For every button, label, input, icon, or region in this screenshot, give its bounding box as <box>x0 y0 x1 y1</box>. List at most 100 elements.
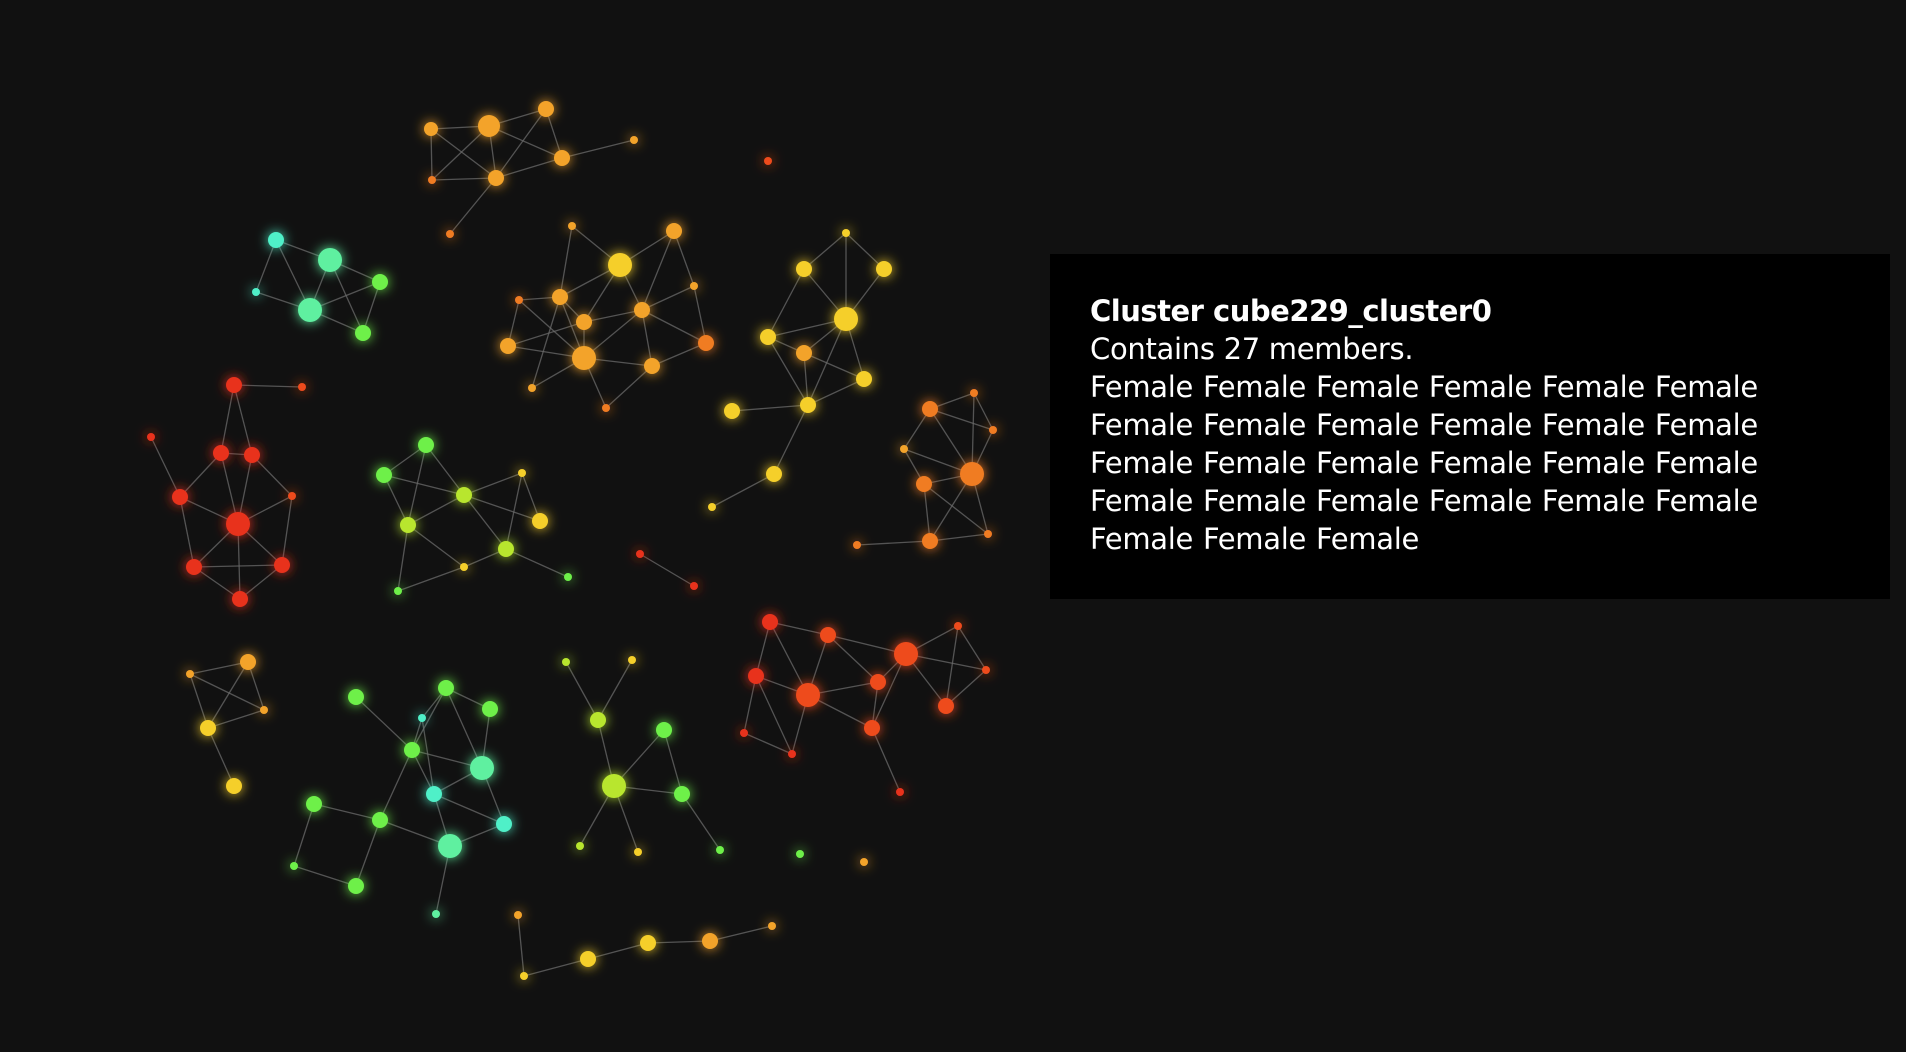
graph-node[interactable] <box>572 346 596 370</box>
graph-node[interactable] <box>538 101 554 117</box>
graph-node[interactable] <box>200 720 216 736</box>
graph-node[interactable] <box>864 720 880 736</box>
graph-node[interactable] <box>938 698 954 714</box>
graph-node[interactable] <box>348 689 364 705</box>
graph-node[interactable] <box>394 587 402 595</box>
graph-node[interactable] <box>800 397 816 413</box>
graph-node[interactable] <box>989 426 997 434</box>
graph-node[interactable] <box>894 642 918 666</box>
graph-node[interactable] <box>226 377 242 393</box>
graph-node[interactable] <box>288 492 296 500</box>
graph-node[interactable] <box>562 658 570 666</box>
graph-node[interactable] <box>428 176 436 184</box>
graph-node[interactable] <box>576 842 584 850</box>
graph-node[interactable] <box>372 812 388 828</box>
graph-node[interactable] <box>876 261 892 277</box>
graph-node[interactable] <box>580 951 596 967</box>
graph-node[interactable] <box>796 345 812 361</box>
graph-node[interactable] <box>426 786 442 802</box>
graph-node[interactable] <box>424 122 438 136</box>
graph-node[interactable] <box>690 282 698 290</box>
graph-node[interactable] <box>147 433 155 441</box>
graph-node[interactable] <box>916 476 932 492</box>
graph-node[interactable] <box>853 541 861 549</box>
graph-node[interactable] <box>984 530 992 538</box>
graph-node[interactable] <box>860 858 868 866</box>
graph-node[interactable] <box>768 922 776 930</box>
graph-node[interactable] <box>702 933 718 949</box>
graph-node[interactable] <box>418 714 426 722</box>
graph-node[interactable] <box>922 401 938 417</box>
graph-node[interactable] <box>766 466 782 482</box>
graph-node[interactable] <box>518 469 526 477</box>
graph-node[interactable] <box>724 403 740 419</box>
graph-node[interactable] <box>213 445 229 461</box>
graph-node[interactable] <box>226 512 250 536</box>
graph-node[interactable] <box>564 573 572 581</box>
graph-node[interactable] <box>252 288 260 296</box>
graph-node[interactable] <box>602 404 610 412</box>
graph-node[interactable] <box>500 338 516 354</box>
graph-node[interactable] <box>318 248 342 272</box>
graph-node[interactable] <box>274 557 290 573</box>
graph-node[interactable] <box>856 371 872 387</box>
graph-node[interactable] <box>432 910 440 918</box>
graph-node[interactable] <box>186 559 202 575</box>
graph-node[interactable] <box>438 834 462 858</box>
graph-node[interactable] <box>478 115 500 137</box>
graph-node[interactable] <box>400 517 416 533</box>
graph-node[interactable] <box>528 384 536 392</box>
graph-node[interactable] <box>456 487 472 503</box>
graph-node[interactable] <box>640 935 656 951</box>
graph-node[interactable] <box>834 307 858 331</box>
graph-node[interactable] <box>666 223 682 239</box>
graph-node[interactable] <box>226 778 242 794</box>
graph-node[interactable] <box>348 878 364 894</box>
graph-node[interactable] <box>186 670 194 678</box>
graph-node[interactable] <box>764 157 772 165</box>
graph-node[interactable] <box>520 972 528 980</box>
graph-node[interactable] <box>630 136 638 144</box>
graph-node[interactable] <box>760 329 776 345</box>
graph-node[interactable] <box>922 533 938 549</box>
graph-node[interactable] <box>232 591 248 607</box>
graph-node[interactable] <box>634 302 650 318</box>
graph-node[interactable] <box>644 358 660 374</box>
graph-node[interactable] <box>515 296 523 304</box>
graph-node[interactable] <box>842 229 850 237</box>
graph-node[interactable] <box>172 489 188 505</box>
graph-node[interactable] <box>290 862 298 870</box>
graph-node[interactable] <box>355 325 371 341</box>
graph-node[interactable] <box>576 314 592 330</box>
graph-node[interactable] <box>590 712 606 728</box>
graph-node[interactable] <box>568 222 576 230</box>
graph-node[interactable] <box>690 582 698 590</box>
graph-node[interactable] <box>762 614 778 630</box>
graph-node[interactable] <box>372 274 388 290</box>
graph-node[interactable] <box>954 622 962 630</box>
graph-node[interactable] <box>634 848 642 856</box>
graph-node[interactable] <box>488 170 504 186</box>
graph-node[interactable] <box>740 729 748 737</box>
graph-node[interactable] <box>446 230 454 238</box>
graph-node[interactable] <box>376 467 392 483</box>
graph-node[interactable] <box>748 668 764 684</box>
graph-node[interactable] <box>602 774 626 798</box>
graph-node[interactable] <box>960 462 984 486</box>
graph-node[interactable] <box>240 654 256 670</box>
graph-node[interactable] <box>796 683 820 707</box>
graph-node[interactable] <box>716 846 724 854</box>
graph-nodes[interactable] <box>147 101 997 980</box>
graph-node[interactable] <box>244 447 260 463</box>
graph-node[interactable] <box>636 550 644 558</box>
graph-node[interactable] <box>298 298 322 322</box>
graph-node[interactable] <box>552 289 568 305</box>
graph-node[interactable] <box>656 722 672 738</box>
graph-node[interactable] <box>482 701 498 717</box>
graph-node[interactable] <box>674 786 690 802</box>
graph-node[interactable] <box>698 335 714 351</box>
graph-node[interactable] <box>298 383 306 391</box>
graph-node[interactable] <box>404 742 420 758</box>
graph-node[interactable] <box>460 563 468 571</box>
